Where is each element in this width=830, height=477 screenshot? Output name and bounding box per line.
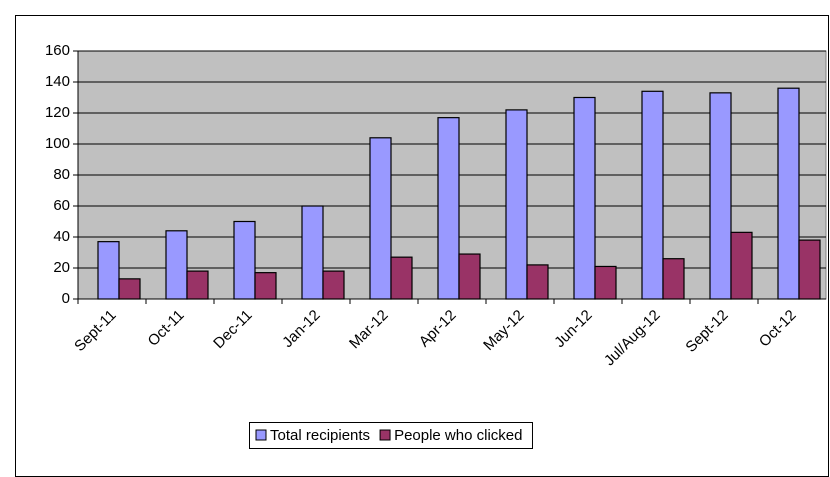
legend-swatch [379, 429, 391, 441]
bar [118, 278, 141, 300]
legend-label: People who clicked [394, 427, 522, 444]
bar [97, 241, 120, 300]
bar [662, 258, 685, 300]
y-tick-label: 60 [53, 197, 70, 214]
legend-swatch [255, 429, 267, 441]
bar [233, 220, 256, 300]
bar [594, 265, 617, 300]
bar [390, 256, 413, 300]
y-tick-label: 140 [45, 73, 70, 90]
y-tick-label: 160 [45, 42, 70, 59]
bar [526, 264, 549, 300]
bar [798, 239, 821, 300]
y-tick-label: 80 [53, 166, 70, 183]
bar [186, 270, 209, 300]
bar [641, 90, 664, 300]
y-tick-label: 20 [53, 259, 70, 276]
bar [254, 272, 277, 300]
bar [573, 96, 596, 300]
legend [249, 422, 533, 449]
bar [165, 230, 188, 300]
bar [301, 205, 324, 300]
bar [369, 137, 392, 300]
bar [777, 87, 800, 300]
y-tick-label: 100 [45, 135, 70, 152]
bar [322, 270, 345, 300]
bar [730, 231, 753, 300]
y-tick-label: 40 [53, 228, 70, 245]
y-tick-label: 0 [62, 290, 70, 307]
bar [505, 109, 528, 300]
y-tick-label: 120 [45, 104, 70, 121]
legend-label: Total recipients [270, 427, 370, 444]
bar [458, 253, 481, 300]
bar [437, 117, 460, 300]
bar [709, 92, 732, 300]
